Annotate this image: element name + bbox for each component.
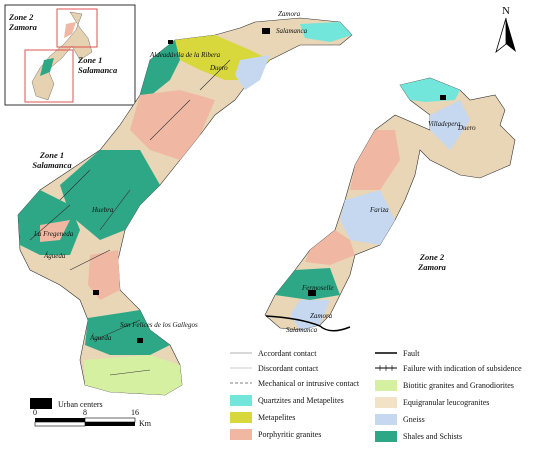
legend-label: Equigranular leucogranites bbox=[403, 398, 489, 407]
river-label: Águeda bbox=[89, 334, 112, 342]
place-label: Zamora bbox=[310, 312, 333, 320]
river-label: Águeda bbox=[43, 252, 66, 260]
scale-label: 16 bbox=[131, 408, 139, 417]
legend-swatch bbox=[230, 429, 252, 440]
legend-label: Urban centers bbox=[58, 400, 103, 409]
legend-label: Shales and Schists bbox=[403, 432, 462, 441]
legend-label: Discordant contact bbox=[258, 364, 319, 373]
inset-label: Zone 2 bbox=[8, 12, 34, 22]
river-label: Duero bbox=[457, 124, 476, 132]
legend-label: Metapelites bbox=[258, 413, 295, 422]
legend-label: Gneiss bbox=[403, 415, 425, 424]
legend-label: Biotitic granites and Granodiorites bbox=[403, 381, 514, 390]
north-label: N bbox=[502, 5, 510, 17]
legend-label: Porphyritic granites bbox=[258, 430, 321, 439]
zone-1-map: Zone 1 Salamanca Zamora Salamanca Aldead… bbox=[17, 10, 353, 396]
place-label: San Felices de los Gallegos bbox=[120, 321, 198, 329]
place-label: Salamanca bbox=[286, 326, 318, 334]
legend-label: Fault bbox=[403, 349, 420, 358]
legend-swatch bbox=[375, 431, 397, 442]
place-label: Aldeadávila de la Ribera bbox=[149, 51, 221, 59]
zone-title: Salamanca bbox=[32, 160, 72, 170]
legend-swatch bbox=[375, 414, 397, 425]
place-label: La Fregeneda bbox=[33, 230, 74, 238]
place-label: Fermoselle bbox=[301, 284, 334, 292]
river-label: Duero bbox=[209, 64, 228, 72]
scale-label: 0 bbox=[33, 408, 37, 417]
zone-title: Zamora bbox=[417, 262, 447, 272]
inset-label: Zone 1 bbox=[77, 55, 102, 65]
scale-label: 8 bbox=[83, 408, 87, 417]
inset-label: Salamanca bbox=[78, 65, 118, 75]
place-label: Salamanca bbox=[276, 27, 308, 35]
legend-label: Failure with indication of subsidence bbox=[403, 364, 522, 373]
inset-map: Zone 2 Zamora Zone 1 Salamanca bbox=[4, 4, 136, 106]
place-label: Zamora bbox=[278, 10, 301, 18]
legend-swatch bbox=[375, 380, 397, 391]
inset-label: Zamora bbox=[8, 22, 38, 32]
zone-title: Zone 1 bbox=[39, 150, 64, 160]
legend-label: Quartzites and Metapelites bbox=[258, 396, 344, 405]
legend-swatch bbox=[230, 412, 252, 423]
place-label: Fariza bbox=[369, 206, 389, 214]
zone-title: Zone 2 bbox=[419, 252, 445, 262]
zone-2-map: Zone 2 Zamora Villadepera Duero Fariza F… bbox=[264, 77, 516, 334]
legend: Accordant contact Discordant contact Mec… bbox=[30, 349, 522, 409]
scale-label: Km bbox=[139, 419, 152, 428]
scale-bar: 0 8 16 Km bbox=[33, 408, 152, 428]
legend-swatch bbox=[230, 395, 252, 406]
legend-swatch bbox=[375, 397, 397, 408]
place-label: Villadepera bbox=[428, 120, 461, 128]
north-arrow: N bbox=[495, 5, 516, 54]
legend-label: Mechanical or intrusive contact bbox=[258, 379, 360, 388]
legend-label: Accordant contact bbox=[258, 349, 317, 358]
river-label: Huebra bbox=[91, 206, 114, 214]
